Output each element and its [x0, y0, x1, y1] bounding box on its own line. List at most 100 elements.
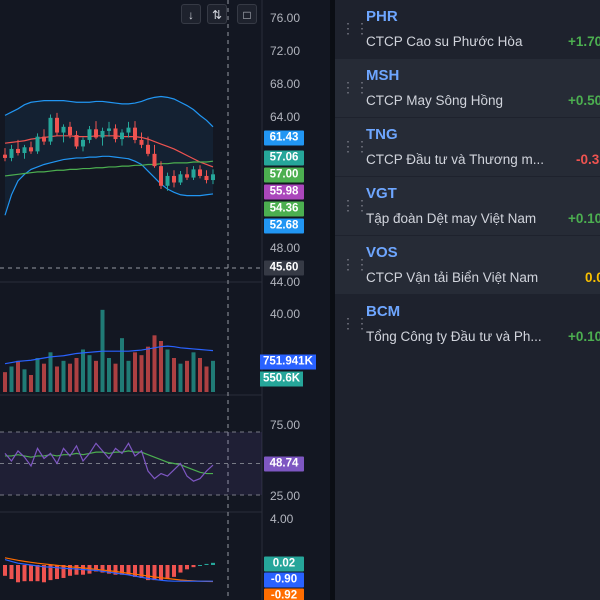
macd-histogram-bar	[172, 565, 176, 577]
macd-histogram-bar	[100, 565, 105, 573]
drag-handle-icon[interactable]: ⋮⋮	[341, 79, 369, 95]
watchlist-item-vgt[interactable]: ⋮⋮ VGT Tập đoàn Dệt may Việt Nam +0.10	[335, 177, 600, 235]
macd-histogram-bar	[29, 565, 33, 582]
candle-body	[61, 126, 66, 133]
macd-histogram-bar	[185, 565, 189, 570]
volume-bar	[139, 355, 144, 392]
macd-histogram-bar	[94, 565, 98, 572]
watchlist-change: +0.10	[568, 211, 600, 226]
watchlist-item-msh[interactable]: ⋮⋮ MSH CTCP May Sông Hồng +0.50	[335, 59, 600, 117]
chart-panel[interactable]: ↓ ⇅ □ 76.00 72.00 68.00 64.00 48.00 44.0…	[0, 0, 330, 600]
candle-body	[55, 117, 59, 133]
candle-body	[139, 139, 144, 145]
watchlist-name: Tổng Công ty Đầu tư và Ph...	[366, 329, 542, 344]
volume-bar	[172, 358, 176, 392]
price-tick: 48.00	[270, 241, 301, 255]
watchlist-item-phr[interactable]: ⋮⋮ PHR CTCP Cao su Phước Hòa +1.70	[335, 0, 600, 58]
volume-bar	[133, 352, 137, 392]
candle-body	[74, 135, 79, 147]
volume-bar	[120, 338, 124, 392]
watchlist-name: CTCP Cao su Phước Hòa	[366, 34, 523, 49]
volume-bar	[29, 375, 33, 392]
macd-badge-histogram: 0.02	[264, 556, 304, 572]
macd-histogram-bar	[178, 565, 183, 573]
drag-handle-icon[interactable]: ⋮⋮	[341, 197, 369, 213]
rsi-ma-line	[5, 450, 213, 475]
bollinger-upper-line	[4, 95, 214, 128]
volume-bar	[113, 363, 118, 392]
volume-bar	[16, 360, 20, 392]
volume-bar	[9, 366, 14, 392]
volume-bar	[191, 352, 196, 392]
watchlist-item-vos[interactable]: ⋮⋮ VOS CTCP Vận tải Biển Việt Nam 0.0	[335, 236, 600, 294]
macd-histogram-bar	[191, 565, 196, 568]
macd-histogram-bar	[16, 565, 20, 583]
panel-divider[interactable]	[330, 0, 335, 600]
volume-bar	[55, 366, 59, 392]
price-badge-ma: 55.98	[264, 184, 304, 200]
price-badge-sma200: 54.36	[264, 201, 304, 217]
volume-bar	[74, 358, 79, 392]
price-tick: 76.00	[270, 11, 301, 25]
candle-body	[146, 144, 150, 154]
candle-body	[29, 147, 33, 152]
macd-histogram-bar	[3, 565, 7, 576]
volume-bar	[198, 358, 202, 392]
drag-handle-icon[interactable]: ⋮⋮	[341, 315, 369, 331]
macd-histogram-bar	[139, 565, 144, 578]
macd-badge-signal: -0.92	[264, 588, 304, 600]
macd-histogram-bar	[55, 565, 59, 580]
watchlist-name: Tập đoàn Dệt may Việt Nam	[366, 211, 537, 226]
watchlist-symbol: MSH	[366, 67, 400, 84]
arrow-down-icon[interactable]: ↓	[181, 4, 201, 24]
candle-body	[9, 148, 14, 158]
watchlist-item-bcm[interactable]: ⋮⋮ BCM Tổng Công ty Đầu tư và Ph... +0.1…	[335, 295, 600, 353]
macd-histogram-bar	[126, 565, 131, 575]
volume-bar	[48, 352, 53, 392]
fullscreen-icon[interactable]: □	[237, 4, 257, 24]
macd-line	[4, 559, 213, 582]
macd-histogram-bar	[120, 565, 124, 575]
volume-bar	[22, 369, 27, 392]
drag-handle-icon[interactable]: ⋮⋮	[341, 138, 369, 154]
macd-histogram-bar	[198, 565, 202, 566]
volume-bar	[61, 360, 66, 392]
price-tick: 68.00	[270, 77, 301, 91]
watchlist-symbol: BCM	[366, 303, 401, 320]
macd-histogram-bar	[211, 562, 215, 565]
volume-bar	[68, 363, 72, 392]
candle-body	[152, 153, 157, 167]
candle-body	[178, 174, 183, 183]
chart-plot[interactable]	[0, 0, 330, 600]
macd-tick: 4.00	[270, 512, 294, 526]
macd-histogram-bar	[22, 565, 27, 582]
candle-body	[159, 166, 163, 186]
volume-bar	[3, 372, 7, 392]
candle-body	[48, 117, 53, 142]
sma200-line	[4, 160, 214, 177]
watchlist-item-tng[interactable]: ⋮⋮ TNG CTCP Đầu tư và Thương m... -0.3	[335, 118, 600, 176]
volume-bar	[126, 360, 131, 392]
volume-bar	[178, 363, 183, 392]
macd-signal-line	[4, 557, 214, 583]
volume-bar	[211, 360, 215, 392]
watchlist-change: +0.10	[568, 329, 600, 344]
watchlist-change: +1.70	[568, 34, 600, 49]
candle-body	[191, 169, 196, 178]
drag-handle-icon[interactable]: ⋮⋮	[341, 20, 369, 36]
volume-bar	[42, 363, 46, 392]
volume-bar	[159, 341, 163, 392]
macd-histogram-bar	[61, 565, 66, 578]
drag-handle-icon[interactable]: ⋮⋮	[341, 256, 369, 272]
volume-bar	[146, 346, 150, 392]
rsi-tick: 25.00	[270, 489, 301, 503]
watchlist-symbol: VGT	[366, 185, 397, 202]
watchlist-symbol: TNG	[366, 126, 398, 143]
candle-body	[211, 174, 215, 181]
price-tick: 44.00	[270, 275, 301, 289]
volume-bar	[87, 355, 92, 392]
collapse-arrows-icon[interactable]: ⇅	[207, 4, 227, 24]
volume-bar	[35, 358, 40, 392]
candle-body	[94, 129, 98, 138]
macd-badge-macd: -0.90	[264, 572, 304, 588]
